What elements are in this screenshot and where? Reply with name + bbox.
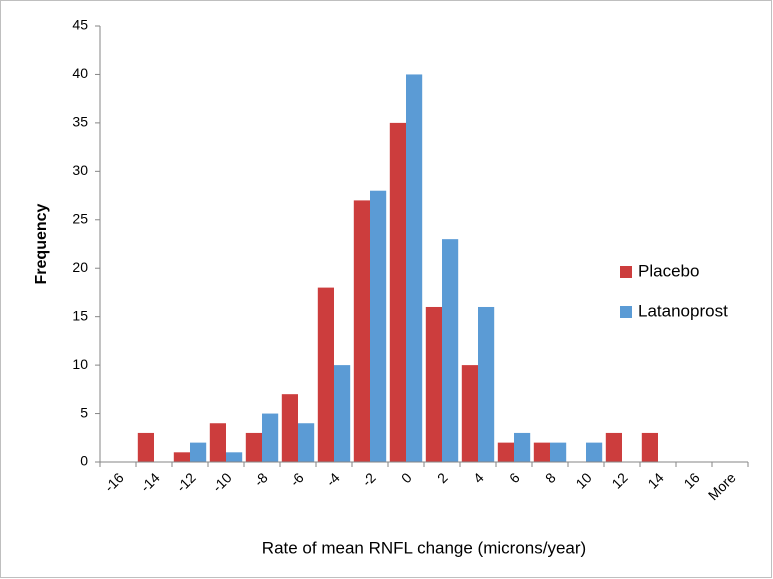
y-tick-label: 25	[72, 210, 88, 226]
bar	[334, 365, 351, 462]
bar	[245, 432, 262, 462]
bar	[641, 432, 658, 462]
bar	[514, 432, 531, 462]
y-tick-label: 0	[80, 453, 88, 469]
bar	[262, 413, 279, 462]
y-tick-label: 40	[72, 65, 88, 81]
bar	[137, 432, 154, 462]
y-tick-label: 45	[72, 17, 88, 33]
bar	[497, 442, 514, 462]
y-tick-label: 35	[72, 114, 88, 130]
y-tick-label: 10	[72, 356, 88, 372]
bar	[461, 365, 478, 462]
bar	[533, 442, 550, 462]
legend-swatch	[620, 306, 632, 318]
bar	[370, 190, 387, 462]
bar	[586, 442, 603, 462]
x-axis-title: Rate of mean RNFL change (microns/year)	[262, 538, 586, 557]
legend-swatch	[620, 266, 632, 278]
bar	[478, 306, 495, 462]
y-tick-label: 5	[80, 404, 88, 420]
bar	[209, 423, 226, 462]
bar	[190, 442, 207, 462]
y-tick-label: 20	[72, 259, 88, 275]
bar	[317, 287, 334, 462]
y-axis-title: Frequency	[33, 203, 50, 284]
bar	[425, 306, 442, 462]
bar	[605, 432, 622, 462]
bar	[298, 423, 315, 462]
bar	[173, 452, 190, 462]
bar	[406, 74, 423, 462]
bar	[281, 394, 298, 462]
bar	[550, 442, 567, 462]
legend-label: Placebo	[638, 261, 699, 280]
legend-label: Latanoprost	[638, 301, 728, 320]
bar	[389, 122, 406, 462]
y-tick-label: 30	[72, 162, 88, 178]
y-tick-label: 15	[72, 307, 88, 323]
bar	[442, 239, 459, 462]
bar	[226, 452, 243, 462]
bar	[353, 200, 370, 462]
